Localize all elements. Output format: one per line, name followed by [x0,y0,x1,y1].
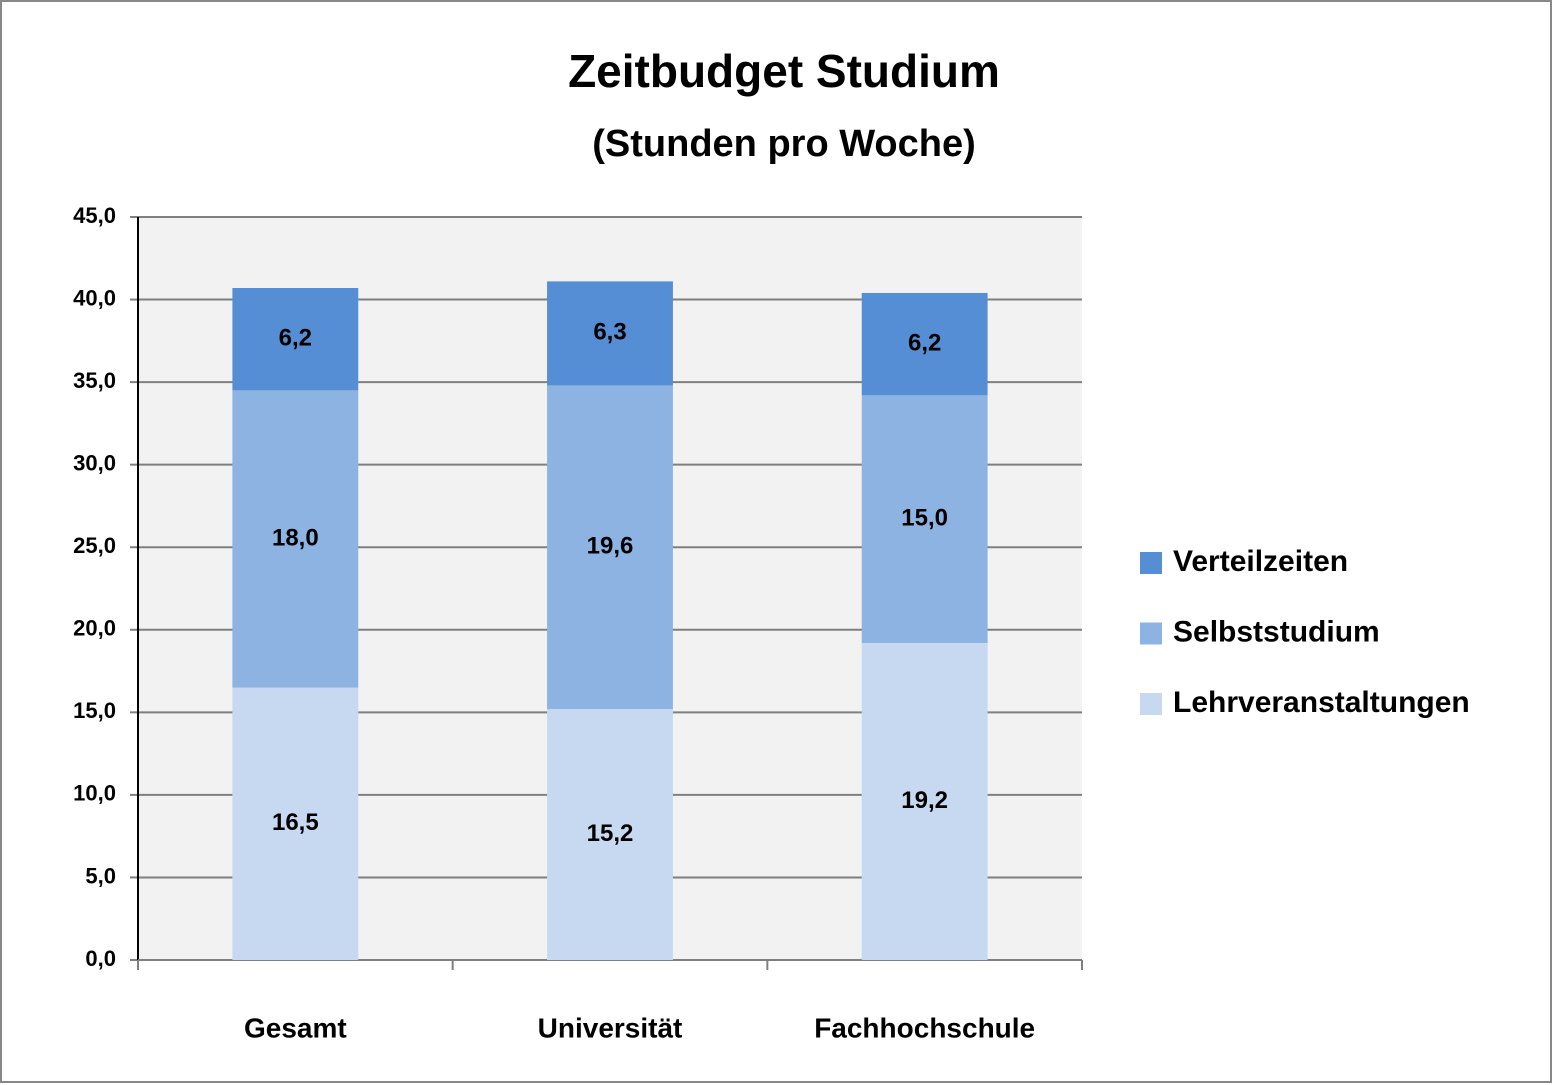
y-tick-label: 30,0 [73,450,116,475]
bar-segment [547,281,673,386]
bar-segment [861,292,988,396]
y-tick-label: 20,0 [73,616,116,641]
chart-subtitle: (Stunden pro Woche) [592,123,976,165]
y-tick-label: 0,0 [85,946,116,971]
x-tick-label: Fachhochschule [814,1012,1035,1043]
data-label: 15,2 [587,820,634,847]
y-tick-label: 25,0 [73,533,116,558]
data-label: 6,2 [279,325,312,352]
bar-segment [232,390,359,688]
legend-label: Selbststudium [1173,615,1380,648]
y-tick-label: 35,0 [73,368,116,393]
data-label: 18,0 [272,524,319,551]
y-tick-label: 15,0 [73,698,116,723]
x-tick-label: Universität [538,1012,683,1043]
y-tick-label: 5,0 [85,863,116,888]
y-tick-label: 40,0 [73,285,116,310]
data-label: 16,5 [272,809,319,836]
data-label: 15,0 [901,504,948,531]
y-tick-label: 45,0 [73,203,116,228]
chart-title: Zeitbudget Studium [568,45,1000,97]
data-label: 6,2 [908,329,941,356]
bar-segment [861,642,988,960]
bar-segment [861,395,988,643]
legend-swatch [1140,693,1162,715]
legend-label: Verteilzeiten [1173,545,1348,578]
y-tick-label: 10,0 [73,781,116,806]
bar-segment [232,687,359,960]
x-tick-label: Gesamt [244,1012,347,1043]
bar-segment [547,709,673,960]
legend-swatch [1140,622,1162,645]
data-label: 19,2 [901,787,948,814]
legend-swatch [1140,552,1162,574]
bar-segment [232,287,359,391]
data-label: 19,6 [587,533,634,560]
bar-segment [547,385,673,710]
data-label: 6,3 [593,319,626,346]
legend-label: Lehrveranstaltungen [1173,686,1470,719]
